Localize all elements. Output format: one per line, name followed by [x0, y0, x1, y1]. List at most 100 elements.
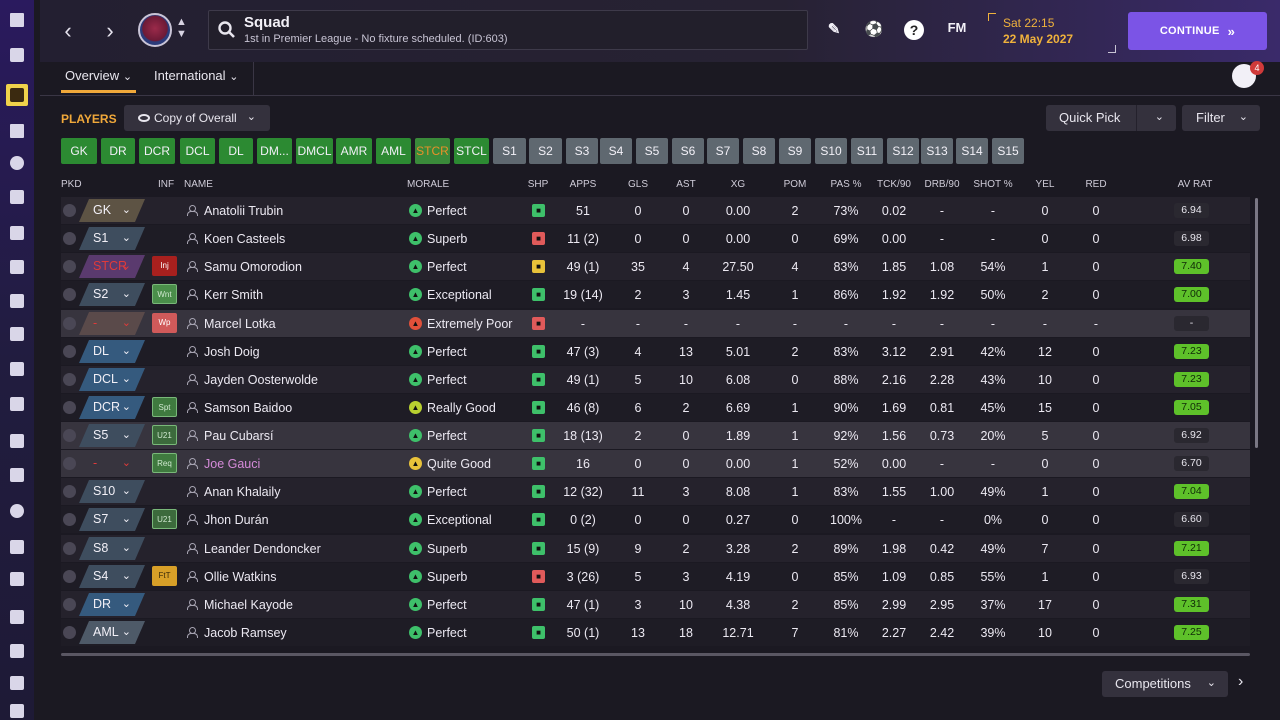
- transfers-swap-icon[interactable]: [6, 464, 28, 486]
- position-selector[interactable]: AML ⌄: [79, 621, 145, 644]
- player-name[interactable]: Jhon Durán: [204, 513, 269, 527]
- training-icon[interactable]: [6, 323, 28, 345]
- position-button[interactable]: AML: [376, 138, 411, 164]
- club-info-icon[interactable]: [6, 500, 28, 522]
- select-checkbox[interactable]: [63, 204, 76, 217]
- select-checkbox[interactable]: [63, 288, 76, 301]
- continue-button[interactable]: CONTINUE »: [1128, 12, 1267, 50]
- position-button[interactable]: DCL: [180, 138, 215, 164]
- position-selector[interactable]: - ⌄: [79, 452, 145, 475]
- trend-icon[interactable]: [6, 606, 28, 628]
- position-button[interactable]: DMCL: [296, 138, 333, 164]
- info-badge[interactable]: U21: [152, 509, 177, 529]
- table-row[interactable]: AML ⌄ Jacob Ramsey ▲ Perfect ■ 50 (1) 13 18 12.71…: [61, 619, 1250, 646]
- search-box[interactable]: Squad 1st in Premier League - No fixture…: [208, 10, 808, 50]
- table-row[interactable]: DCR ⌄ Spt Samson Baidoo ▲ Really Good ■ 46 (8) 6…: [61, 394, 1250, 421]
- home-icon[interactable]: [6, 9, 28, 31]
- schedule-icon[interactable]: [6, 358, 28, 380]
- position-selector[interactable]: DL ⌄: [79, 340, 145, 363]
- tab-overview[interactable]: Overview ⌄: [60, 68, 137, 93]
- select-checkbox[interactable]: [63, 457, 76, 470]
- player-name[interactable]: Marcel Lotka: [204, 317, 276, 331]
- position-button[interactable]: S1: [493, 138, 526, 164]
- position-selector[interactable]: S8 ⌄: [79, 537, 145, 560]
- select-checkbox[interactable]: [63, 429, 76, 442]
- tactics-icon[interactable]: [6, 120, 28, 142]
- player-name[interactable]: Pau Cubarsí: [204, 429, 274, 443]
- col-ast[interactable]: AST: [676, 179, 696, 190]
- select-checkbox[interactable]: [63, 485, 76, 498]
- col-avrat[interactable]: AV RAT: [1177, 179, 1213, 190]
- table-row[interactable]: S2 ⌄ Wnt Kerr Smith ▲ Exceptional ■ 19 (14) 2 3 1.…: [61, 281, 1250, 308]
- player-name[interactable]: Ollie Watkins: [204, 570, 277, 584]
- col-drb[interactable]: DRB/90: [924, 179, 960, 190]
- position-button[interactable]: S8: [743, 138, 775, 164]
- col-inf[interactable]: INF: [158, 179, 175, 190]
- position-button[interactable]: S13: [921, 138, 953, 164]
- info-badge[interactable]: U21: [152, 425, 177, 445]
- table-row[interactable]: STCR ⌄ Inj Samu Omorodion ▲ Perfect ■ 49 (1) 35 4…: [61, 253, 1250, 280]
- chevron-down-icon[interactable]: ⌄: [1154, 111, 1164, 123]
- help-icon[interactable]: ?: [904, 20, 928, 40]
- player-name[interactable]: Samu Omorodion: [204, 260, 302, 274]
- tab-international[interactable]: International ⌄: [154, 68, 238, 83]
- info-badge[interactable]: Wnt: [152, 284, 177, 304]
- back-arrow-icon[interactable]: ‹: [64, 18, 72, 43]
- competitions-icon[interactable]: [6, 393, 28, 415]
- quick-pick-button[interactable]: Quick Pick ⌄: [1046, 105, 1176, 131]
- player-name[interactable]: Anatolii Trubin: [204, 204, 284, 218]
- player-name[interactable]: Michael Kayode: [204, 598, 293, 612]
- table-row[interactable]: S5 ⌄ U21 Pau Cubarsí ▲ Perfect ■ 18 (13) 2 0 1.89 1…: [61, 422, 1250, 449]
- table-row[interactable]: DR ⌄ Michael Kayode ▲ Perfect ■ 47 (1) 3 10 4.38 2…: [61, 591, 1250, 618]
- position-button[interactable]: STCR: [415, 138, 450, 164]
- position-selector[interactable]: DCL ⌄: [79, 368, 145, 391]
- position-button[interactable]: S14: [956, 138, 988, 164]
- u21-icon[interactable]: [6, 640, 28, 662]
- position-button[interactable]: S11: [851, 138, 883, 164]
- position-button[interactable]: S15: [992, 138, 1024, 164]
- col-pkd[interactable]: PKD: [61, 179, 82, 190]
- search-players-icon[interactable]: [6, 430, 28, 452]
- table-row[interactable]: S8 ⌄ Leander Dendoncker ▲ Superb ■ 15 (9) 9 2 3.2…: [61, 535, 1250, 562]
- player-name[interactable]: Josh Doig: [204, 345, 260, 359]
- player-name[interactable]: Koen Casteels: [204, 232, 286, 246]
- select-checkbox[interactable]: [63, 260, 76, 273]
- manager-icon[interactable]: [6, 672, 28, 694]
- col-shp[interactable]: SHP: [527, 179, 549, 190]
- col-gls[interactable]: GLS: [627, 179, 648, 190]
- select-checkbox[interactable]: [63, 513, 76, 526]
- col-pom[interactable]: POM: [783, 179, 807, 190]
- position-selector[interactable]: - ⌄: [79, 312, 145, 335]
- position-button[interactable]: S7: [707, 138, 739, 164]
- table-row[interactable]: - ⌄ Wp Marcel Lotka ▲ Extremely Poor ■ - - - - - - - -…: [61, 310, 1250, 337]
- col-xg[interactable]: XG: [730, 179, 746, 190]
- table-row[interactable]: DCL ⌄ Jayden Oosterwolde ▲ Perfect ■ 49 (1) 5 10…: [61, 366, 1250, 393]
- select-checkbox[interactable]: [63, 598, 76, 611]
- position-button[interactable]: S5: [636, 138, 668, 164]
- medical-icon[interactable]: [6, 222, 28, 244]
- table-row[interactable]: S1 ⌄ Koen Casteels ▲ Superb ■ 11 (2) 0 0 0.00 0 69%…: [61, 225, 1250, 252]
- select-checkbox[interactable]: [63, 345, 76, 358]
- col-apps[interactable]: APPS: [569, 179, 597, 190]
- position-button[interactable]: DR: [101, 138, 135, 164]
- col-shot[interactable]: SHOT %: [973, 179, 1013, 190]
- player-name[interactable]: Kerr Smith: [204, 288, 264, 302]
- select-checkbox[interactable]: [63, 373, 76, 386]
- select-checkbox[interactable]: [63, 542, 76, 555]
- select-checkbox[interactable]: [63, 401, 76, 414]
- position-button[interactable]: DM...: [257, 138, 292, 164]
- position-button[interactable]: S2: [529, 138, 562, 164]
- position-selector[interactable]: S1 ⌄: [79, 227, 145, 250]
- player-name[interactable]: Samson Baidoo: [204, 401, 293, 415]
- table-row[interactable]: DL ⌄ Josh Doig ▲ Perfect ■ 47 (3) 4 13 5.01 2 83% 3.…: [61, 338, 1250, 365]
- status-icon[interactable]: [6, 700, 28, 720]
- table-row[interactable]: - ⌄ Req Joe Gauci ▲ Quite Good ■ 16 0 0 0.00 1 52% 0.…: [61, 450, 1250, 477]
- staff-icon[interactable]: [6, 290, 28, 312]
- finances-icon[interactable]: [6, 536, 28, 558]
- position-selector[interactable]: DR ⌄: [79, 593, 145, 616]
- inbox-icon[interactable]: [6, 44, 28, 66]
- col-morale[interactable]: MORALE: [407, 179, 450, 190]
- select-checkbox[interactable]: [63, 626, 76, 639]
- position-button[interactable]: DL: [219, 138, 253, 164]
- competitions-button[interactable]: Competitions ⌄: [1102, 671, 1228, 697]
